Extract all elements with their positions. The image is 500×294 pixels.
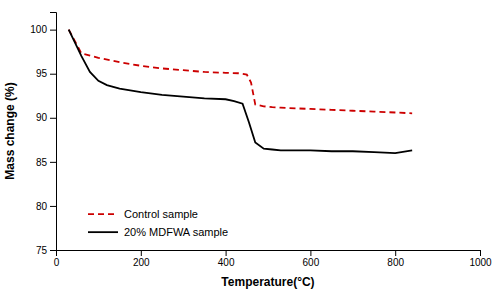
- tick: 80: [36, 201, 56, 212]
- tick-label: 1000: [469, 257, 492, 268]
- legend-swatch: [88, 213, 118, 215]
- plot: 0 200 400 600 800 1000 75 80 85 90 95 100 Control sa…: [30, 13, 492, 269]
- tick: 200: [133, 250, 150, 268]
- legend-label: Control sample: [124, 208, 198, 220]
- tick-label: 100: [30, 24, 47, 35]
- tick: 85: [36, 157, 56, 168]
- legend-label: 20% MDFWA sample: [124, 226, 228, 238]
- tick-label: 90: [36, 112, 48, 123]
- tick-label: 0: [54, 257, 60, 268]
- tick: 100: [30, 24, 56, 35]
- legend-item: Control sample: [88, 208, 198, 220]
- legend-item: 20% MDFWA sample: [88, 226, 228, 238]
- tick-label: 80: [36, 201, 48, 212]
- tick-label: 600: [303, 257, 320, 268]
- tick: 75: [36, 245, 56, 256]
- series-line: [69, 30, 412, 153]
- tick: 90: [36, 112, 56, 123]
- tick-mark: [50, 162, 56, 163]
- tick-mark: [226, 250, 227, 256]
- tick: 95: [36, 68, 56, 79]
- lines: [69, 30, 412, 153]
- tick: 400: [218, 250, 235, 268]
- tick-mark: [141, 250, 142, 256]
- tick-label: 75: [36, 245, 48, 256]
- tick-label: 85: [36, 157, 48, 168]
- axis-line: [50, 13, 57, 251]
- tick-mark: [50, 74, 56, 75]
- tick-mark: [310, 250, 311, 256]
- tick-label: 200: [133, 257, 150, 268]
- tick-mark: [50, 30, 56, 31]
- legend: Control sample 20% MDFWA sample: [88, 208, 228, 238]
- x-axis: 0 200 400 600 800 1000: [54, 250, 492, 268]
- series-line: [69, 30, 412, 114]
- y-axis: 75 80 85 90 95 100: [30, 13, 56, 256]
- tick: 0: [54, 250, 60, 268]
- tick-mark: [50, 206, 56, 207]
- legend-swatch: [88, 231, 118, 233]
- tick-mark: [480, 250, 481, 256]
- tick: 1000: [469, 250, 492, 268]
- tick-mark: [50, 118, 56, 119]
- x-axis-title: Temperature(°C): [221, 275, 314, 289]
- tick-mark: [50, 250, 56, 251]
- tick-mark: [395, 250, 396, 256]
- tick: 800: [387, 250, 404, 268]
- tick-label: 400: [218, 257, 235, 268]
- axis-line: [57, 251, 481, 257]
- tick-label: 800: [387, 257, 404, 268]
- y-axis-title: Mass change (%): [3, 82, 17, 179]
- tick: 600: [303, 250, 320, 268]
- chart: 0 200 400 600 800 1000 75 80 85 90 95 100 Control sa…: [0, 0, 500, 294]
- tick-label: 95: [36, 68, 48, 79]
